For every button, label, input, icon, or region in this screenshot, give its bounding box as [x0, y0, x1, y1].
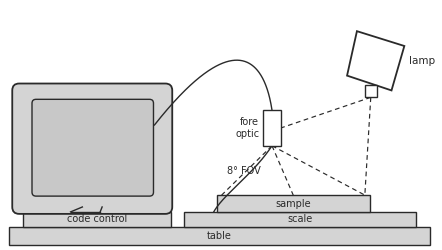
Text: scale: scale [288, 214, 313, 224]
Polygon shape [347, 31, 404, 90]
Text: 8° FOV: 8° FOV [227, 166, 260, 176]
FancyBboxPatch shape [12, 84, 172, 214]
Text: lamp: lamp [409, 56, 435, 66]
Bar [365, 86, 377, 97]
Bar [9, 227, 430, 244]
Bar [263, 110, 281, 146]
Text: sample: sample [275, 198, 311, 208]
Polygon shape [71, 207, 102, 212]
Bar [184, 212, 416, 227]
Text: code control: code control [67, 214, 127, 224]
FancyBboxPatch shape [32, 99, 153, 196]
Text: table: table [207, 230, 232, 240]
Bar [23, 212, 171, 227]
Text: fore
optic: fore optic [235, 117, 259, 139]
Bar [217, 195, 370, 212]
